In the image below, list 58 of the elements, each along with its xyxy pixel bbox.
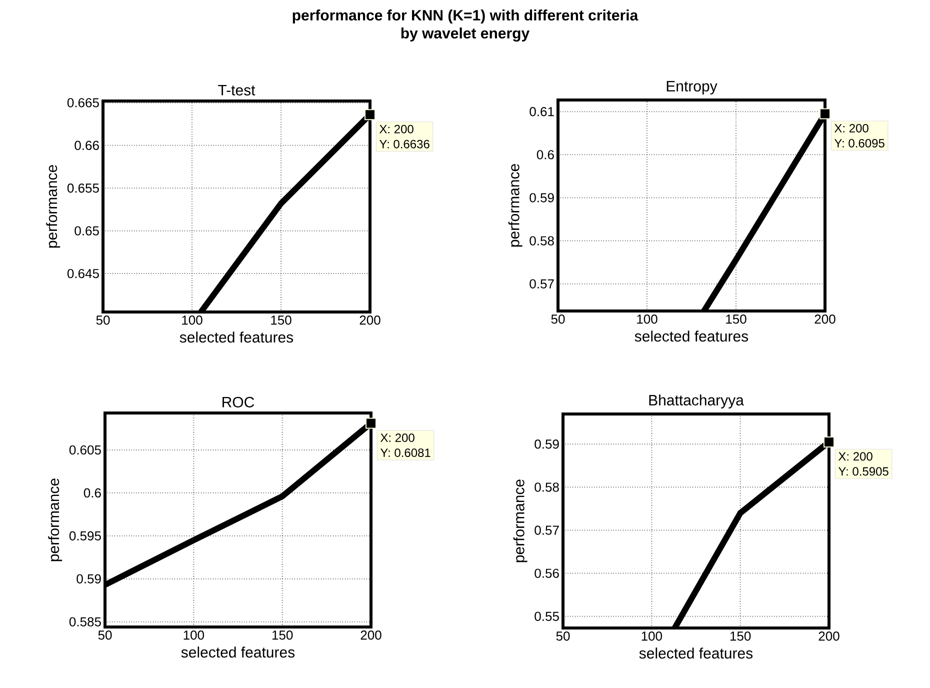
x-tick-label: 150 bbox=[730, 632, 751, 641]
x-tick-label: 100 bbox=[184, 630, 204, 640]
x-tick-label: 200 bbox=[360, 630, 382, 640]
x-axis-title: selected features bbox=[181, 646, 295, 658]
text: X: 200 bbox=[380, 434, 414, 442]
text: X: 200 bbox=[838, 452, 872, 461]
chart-title: Entropy bbox=[666, 81, 718, 94]
y-tick-label: 0.6 bbox=[84, 488, 101, 498]
text: X: 200 bbox=[379, 124, 414, 134]
x-axis-title: selected features bbox=[180, 332, 294, 343]
y-tick-label: 0.59 bbox=[530, 193, 554, 202]
y-tick-label: 0.56 bbox=[534, 568, 559, 578]
y-tick-label: 0.59 bbox=[534, 440, 559, 449]
y-axis-title: performance bbox=[508, 164, 522, 247]
y-tick-label: 0.58 bbox=[534, 482, 559, 492]
x-axis-title: selected features bbox=[634, 330, 748, 342]
x-tick-label: 50 bbox=[98, 630, 112, 640]
text: Y: 0.6636 bbox=[379, 140, 430, 148]
y-tick-label: 0.595 bbox=[69, 531, 101, 540]
chart-title: T-test bbox=[218, 84, 256, 96]
x-tick-label: 50 bbox=[556, 632, 570, 641]
x-tick-label: 150 bbox=[272, 630, 293, 640]
y-axis-title: performance bbox=[46, 165, 60, 248]
y-tick-label: 0.645 bbox=[67, 268, 99, 278]
y-tick-label: 0.61 bbox=[530, 107, 554, 116]
y-tick-label: 0.655 bbox=[67, 184, 99, 193]
y-tick-label: 0.65 bbox=[74, 226, 99, 236]
text: Y: 0.5905 bbox=[838, 467, 888, 476]
y-tick-label: 0.6 bbox=[536, 150, 554, 160]
x-axis-title: selected features bbox=[639, 648, 753, 659]
x-tick-label: 150 bbox=[726, 314, 746, 324]
y-tick-label: 0.585 bbox=[69, 617, 101, 626]
text: X: 200 bbox=[834, 124, 868, 132]
y-tick-label: 0.59 bbox=[76, 574, 101, 584]
x-tick-label: 200 bbox=[818, 632, 840, 641]
x-tick-label: 100 bbox=[642, 632, 662, 641]
y-tick-label: 0.605 bbox=[69, 445, 101, 455]
text: by wavelet energy bbox=[401, 28, 530, 42]
y-tick-label: 0.57 bbox=[534, 526, 559, 535]
y-tick-label: 0.665 bbox=[67, 98, 99, 108]
chart-title: ROC bbox=[222, 396, 254, 408]
text: performance for KNN (K=1) with different criteria bbox=[292, 10, 638, 24]
y-axis-title: performance bbox=[513, 480, 528, 562]
x-tick-label: 100 bbox=[637, 314, 658, 324]
chart-title: Bhattacharyya bbox=[649, 394, 744, 408]
x-tick-label: 50 bbox=[96, 316, 110, 325]
x-tick-label: 50 bbox=[551, 314, 565, 324]
text: Y: 0.6095 bbox=[834, 138, 884, 148]
text: Y: 0.6081 bbox=[380, 448, 430, 457]
y-axis-title: performance bbox=[48, 478, 62, 562]
y-tick-label: 0.58 bbox=[530, 236, 554, 246]
x-tick-label: 200 bbox=[814, 314, 836, 324]
x-tick-label: 100 bbox=[182, 316, 202, 325]
y-tick-label: 0.57 bbox=[530, 279, 554, 288]
y-tick-label: 0.66 bbox=[74, 140, 99, 150]
x-tick-label: 200 bbox=[360, 316, 380, 325]
x-tick-label: 150 bbox=[271, 316, 292, 325]
y-tick-label: 0.55 bbox=[534, 612, 559, 621]
